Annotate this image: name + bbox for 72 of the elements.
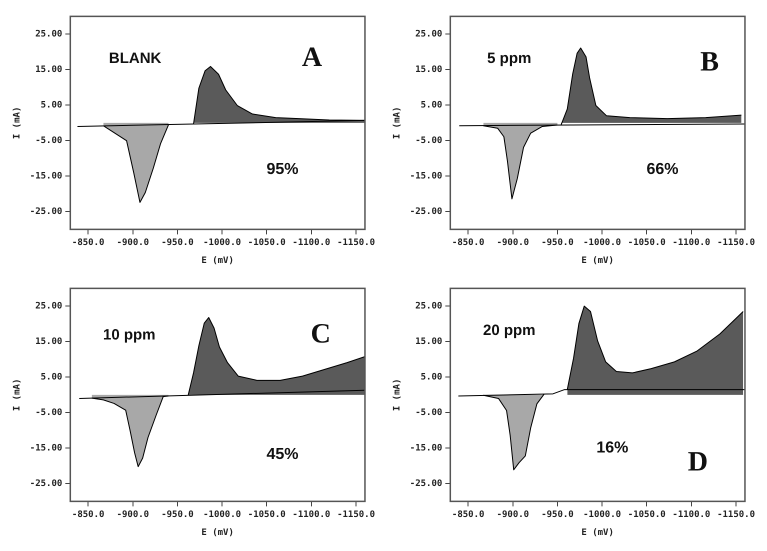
x-axis-title: E (mV) xyxy=(201,528,234,538)
x-tick-label: -1150.0 xyxy=(717,238,756,248)
annotation: C xyxy=(310,318,331,350)
x-axis-title: E (mV) xyxy=(201,256,234,266)
annotation: B xyxy=(700,46,719,78)
x-tick-label: -1050.0 xyxy=(248,510,286,520)
y-tick-label: 25.00 xyxy=(415,301,442,312)
x-tick-label: -850.0 xyxy=(452,510,484,520)
x-tick-label: -1000.0 xyxy=(583,238,622,248)
y-tick-label: -25.00 xyxy=(410,478,442,489)
y-tick-label: 25.00 xyxy=(35,29,62,40)
annotation: 16% xyxy=(596,440,628,457)
x-tick-label: -1100.0 xyxy=(292,238,330,248)
x-tick-label: -1050.0 xyxy=(628,510,666,520)
x-tick-label: -900.0 xyxy=(496,510,530,520)
x-tick-label: -950.0 xyxy=(161,510,194,520)
y-axis-title: I (mA) xyxy=(392,378,403,412)
x-tick-label: -950.0 xyxy=(541,238,574,248)
y-tick-label: 15.00 xyxy=(35,64,62,75)
annotation: 95% xyxy=(266,161,298,178)
x-tick-label: -850.0 xyxy=(72,510,104,520)
annotation: 5 ppm xyxy=(487,50,532,68)
x-tick-label: -1000.0 xyxy=(203,238,242,248)
x-tick-label: -900.0 xyxy=(116,238,150,248)
annotation: A xyxy=(302,42,323,74)
y-tick-label: 25.00 xyxy=(415,29,442,40)
annotation: BLANK xyxy=(108,50,162,68)
annotation: D xyxy=(688,446,708,478)
y-axis-title: I (mA) xyxy=(12,378,23,412)
annotation: 20 ppm xyxy=(482,322,536,340)
x-axis-title: E (mV) xyxy=(581,256,614,266)
annotation: 10 ppm xyxy=(102,326,156,344)
y-tick-label: 5.00 xyxy=(40,372,62,382)
annotation: 45% xyxy=(266,446,298,463)
x-tick-label: -950.0 xyxy=(541,510,574,520)
x-tick-label: -900.0 xyxy=(116,510,150,520)
y-tick-label: 15.00 xyxy=(415,64,442,75)
y-tick-label: 15.00 xyxy=(35,336,62,347)
x-tick-label: -900.0 xyxy=(496,238,530,248)
x-tick-label: -950.0 xyxy=(161,238,194,248)
y-tick-label: -15.00 xyxy=(410,171,442,182)
x-tick-label: -1100.0 xyxy=(672,238,710,248)
y-tick-label: -5.00 xyxy=(415,136,442,146)
x-tick-label: -1150.0 xyxy=(337,238,376,248)
x-tick-label: -1100.0 xyxy=(292,510,330,520)
x-tick-label: -1000.0 xyxy=(583,510,622,520)
y-tick-label: 5.00 xyxy=(420,372,442,382)
y-tick-label: -15.00 xyxy=(30,171,62,182)
y-axis-title: I (mA) xyxy=(12,106,23,140)
annotation: 66% xyxy=(646,161,678,178)
y-tick-label: 25.00 xyxy=(35,301,62,312)
x-tick-label: -1150.0 xyxy=(337,510,376,520)
x-tick-label: -1000.0 xyxy=(203,510,242,520)
x-tick-label: -1050.0 xyxy=(628,238,666,248)
y-tick-label: -25.00 xyxy=(30,478,62,489)
y-tick-label: -15.00 xyxy=(30,443,62,454)
y-tick-label: -25.00 xyxy=(30,206,62,217)
y-tick-label: -5.00 xyxy=(415,408,442,418)
x-tick-label: -1150.0 xyxy=(717,510,756,520)
y-tick-label: -5.00 xyxy=(35,408,62,418)
y-tick-label: -25.00 xyxy=(410,206,442,217)
x-tick-label: -850.0 xyxy=(72,238,104,248)
y-tick-label: 5.00 xyxy=(420,100,442,110)
x-tick-label: -850.0 xyxy=(452,238,484,248)
y-tick-label: -15.00 xyxy=(410,443,442,454)
x-tick-label: -1050.0 xyxy=(248,238,286,248)
y-tick-label: 5.00 xyxy=(40,100,62,110)
x-axis-title: E (mV) xyxy=(581,528,614,538)
y-tick-label: 15.00 xyxy=(415,336,442,347)
y-tick-label: -5.00 xyxy=(35,136,62,146)
y-axis-title: I (mA) xyxy=(392,106,403,140)
x-tick-label: -1100.0 xyxy=(672,510,710,520)
